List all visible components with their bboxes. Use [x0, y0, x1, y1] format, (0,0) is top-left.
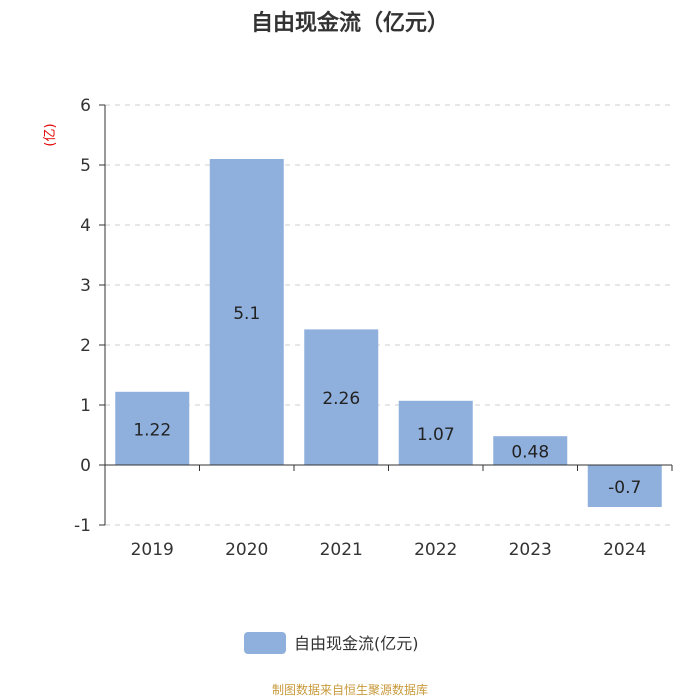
data-label: 0.48: [511, 443, 549, 463]
y-tick-label: -1: [74, 516, 91, 536]
data-label: 1.07: [417, 425, 455, 445]
y-tick-label: 4: [80, 216, 91, 236]
y-tick-labels: 6 5 4 3 2 1 0 -1: [74, 96, 91, 536]
x-tick-label: 2022: [414, 540, 457, 560]
data-label: 5.1: [233, 304, 260, 324]
x-tick-label: 2021: [320, 540, 363, 560]
bar-2023[interactable]: [493, 436, 568, 465]
data-label: -0.7: [608, 478, 641, 498]
source-note: 制图数据来自恒生聚源数据库: [272, 682, 428, 697]
chart-title: 自由现金流（亿元）: [251, 10, 449, 36]
legend-swatch: [244, 632, 286, 654]
bar-2021[interactable]: [304, 329, 379, 465]
bar-2022[interactable]: [398, 400, 473, 465]
x-tick-label: 2019: [131, 540, 174, 560]
bar-2020[interactable]: [209, 159, 284, 465]
y-tick-label: 0: [80, 456, 91, 476]
axes: [99, 104, 673, 526]
data-label: 2.26: [322, 389, 360, 409]
x-tick-labels: 2019 2020 2021 2022 2023 2024: [131, 540, 647, 560]
y-tick-label: 6: [80, 96, 91, 116]
grid: [105, 104, 672, 526]
data-labels: 1.22 5.1 2.26 1.07 0.48 -0.7: [133, 304, 641, 498]
bar-2019[interactable]: [115, 391, 190, 465]
legend[interactable]: 自由现金流(亿元): [244, 632, 419, 654]
legend-label: 自由现金流(亿元): [294, 634, 419, 653]
y-tick-label: 1: [80, 396, 91, 416]
y-axis-unit: (亿): [43, 123, 58, 146]
y-tick-label: 3: [80, 276, 91, 296]
x-tick-label: 2023: [509, 540, 552, 560]
y-tick-label: 5: [80, 156, 91, 176]
x-tick-label: 2024: [603, 540, 646, 560]
data-label: 1.22: [133, 420, 171, 440]
x-tick-label: 2020: [225, 540, 268, 560]
y-tick-label: 2: [80, 336, 91, 356]
bar-2024[interactable]: [587, 465, 662, 507]
bars: [115, 159, 662, 507]
